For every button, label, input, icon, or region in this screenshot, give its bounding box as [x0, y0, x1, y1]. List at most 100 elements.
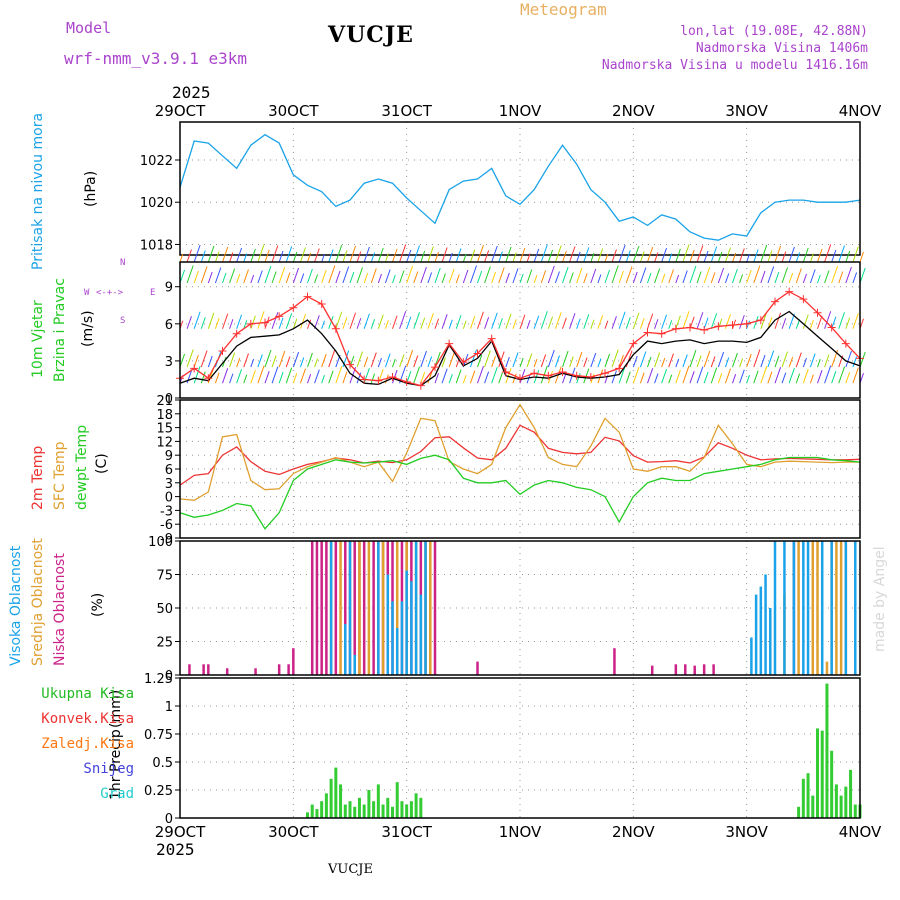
x-tick-label-top: 31OCT — [381, 102, 432, 120]
wind-barb — [377, 273, 382, 284]
wind-barb — [540, 311, 548, 329]
wind-barb — [292, 318, 298, 329]
bar-visoka-oblacnost — [353, 654, 356, 675]
wind-barb — [746, 253, 750, 263]
bar-niska-oblacnost — [344, 541, 347, 675]
wind-barb — [703, 317, 709, 329]
bar-ukupna-kisa — [310, 804, 314, 818]
gust-marker — [686, 323, 694, 332]
y-tick-label: 3 — [165, 355, 173, 370]
wind-barb — [307, 373, 312, 384]
legend-konvek-kisa: Konvek.Kisa — [41, 711, 134, 727]
wind-barb — [689, 349, 697, 368]
gust-marker — [516, 374, 524, 383]
wind-barb — [831, 370, 837, 384]
wind-barb — [654, 373, 659, 384]
bar-srednja-oblacnost — [811, 541, 815, 675]
wind-barb — [257, 244, 265, 263]
wind-barb — [625, 317, 631, 329]
wind-barb — [632, 245, 640, 263]
wind-barb — [554, 245, 562, 263]
wind-barb — [576, 318, 581, 329]
wind-barb — [264, 249, 270, 263]
wind-barb — [399, 311, 407, 329]
x-tick-label-bottom: 31OCT — [381, 823, 432, 841]
wind-barb — [264, 370, 270, 384]
wind-barb — [817, 369, 823, 384]
wind-barb — [654, 352, 661, 368]
wind-barb — [377, 247, 384, 263]
bar-visoka-oblacnost — [783, 541, 786, 675]
wind-barb — [618, 354, 624, 368]
wind-barb — [455, 274, 460, 284]
wind-barb — [753, 370, 759, 384]
x-tick-label-bottom: 29OCT — [155, 823, 206, 841]
wind-barb — [491, 245, 498, 263]
wind-barb — [760, 244, 768, 263]
wind-barb — [462, 320, 467, 329]
y-tick-label: 25 — [156, 636, 173, 651]
compass-e: E — [150, 288, 156, 298]
wind-barb — [469, 370, 476, 384]
y-tick-label: 21 — [156, 394, 173, 409]
wind-barb — [739, 358, 744, 368]
wind-barb — [314, 248, 320, 263]
bar-visoka-oblacnost — [854, 541, 857, 675]
bar-srednja-oblacnost — [339, 541, 342, 675]
wind-barb — [824, 365, 832, 384]
bar-ukupna-kisa — [343, 804, 347, 818]
wind-barb — [838, 312, 845, 329]
bar-srednja-oblacnost — [367, 541, 371, 675]
wind-barb — [292, 351, 300, 368]
wind-barb — [278, 250, 284, 263]
wind-barb — [285, 272, 291, 284]
wind-barb — [342, 317, 348, 329]
wind-barb — [590, 252, 595, 263]
wind-barb — [788, 272, 794, 284]
wind-barb — [696, 245, 704, 263]
wind-barb — [547, 349, 555, 368]
bar-ukupna-kisa — [419, 797, 423, 818]
gust-marker — [501, 368, 510, 377]
wind-barb — [569, 313, 576, 329]
wind-barb — [611, 265, 619, 284]
bar-srednja-oblacnost — [816, 541, 819, 675]
gust-marker — [445, 339, 454, 348]
bar-visoka-oblacnost — [769, 608, 772, 675]
wind-barb — [689, 370, 695, 384]
bar-niska-oblacnost — [372, 541, 375, 675]
wind-barb — [795, 268, 802, 284]
wind-barb — [547, 265, 555, 284]
wind-barb — [314, 274, 319, 284]
wind-barb — [845, 350, 852, 368]
y-tick-label: 50 — [156, 602, 173, 617]
bar-ukupna-kisa — [315, 809, 319, 818]
wind-barb — [767, 350, 775, 368]
wind-barb — [710, 272, 716, 284]
wind-barb — [611, 349, 619, 368]
lonlat: lon,lat (19.08E, 42.88N) — [680, 24, 868, 39]
wind-barb — [264, 349, 272, 368]
wind-barb — [271, 312, 279, 329]
wind-barb — [441, 273, 446, 284]
wind-barb — [845, 250, 851, 263]
wind-barb — [342, 266, 350, 284]
wind-barb — [569, 356, 574, 368]
bar-ukupna-kisa — [414, 793, 418, 818]
bar-niska-oblacnost — [650, 665, 654, 675]
wind-barb — [328, 370, 334, 384]
gust-marker — [657, 329, 666, 338]
wind-barb — [682, 365, 690, 384]
wind-barb — [540, 270, 547, 284]
wind-barb — [809, 374, 814, 384]
series-line-2m-temp — [179, 424, 861, 486]
wind-barb — [859, 251, 864, 263]
wind-barb — [703, 266, 711, 284]
altitude: Nadmorska Visina 1406m — [695, 41, 868, 56]
wind-barb — [618, 365, 626, 384]
wind-barb — [647, 367, 654, 384]
wind-barb — [540, 354, 547, 368]
wind-barb — [632, 312, 640, 329]
wind-barb — [392, 315, 398, 329]
